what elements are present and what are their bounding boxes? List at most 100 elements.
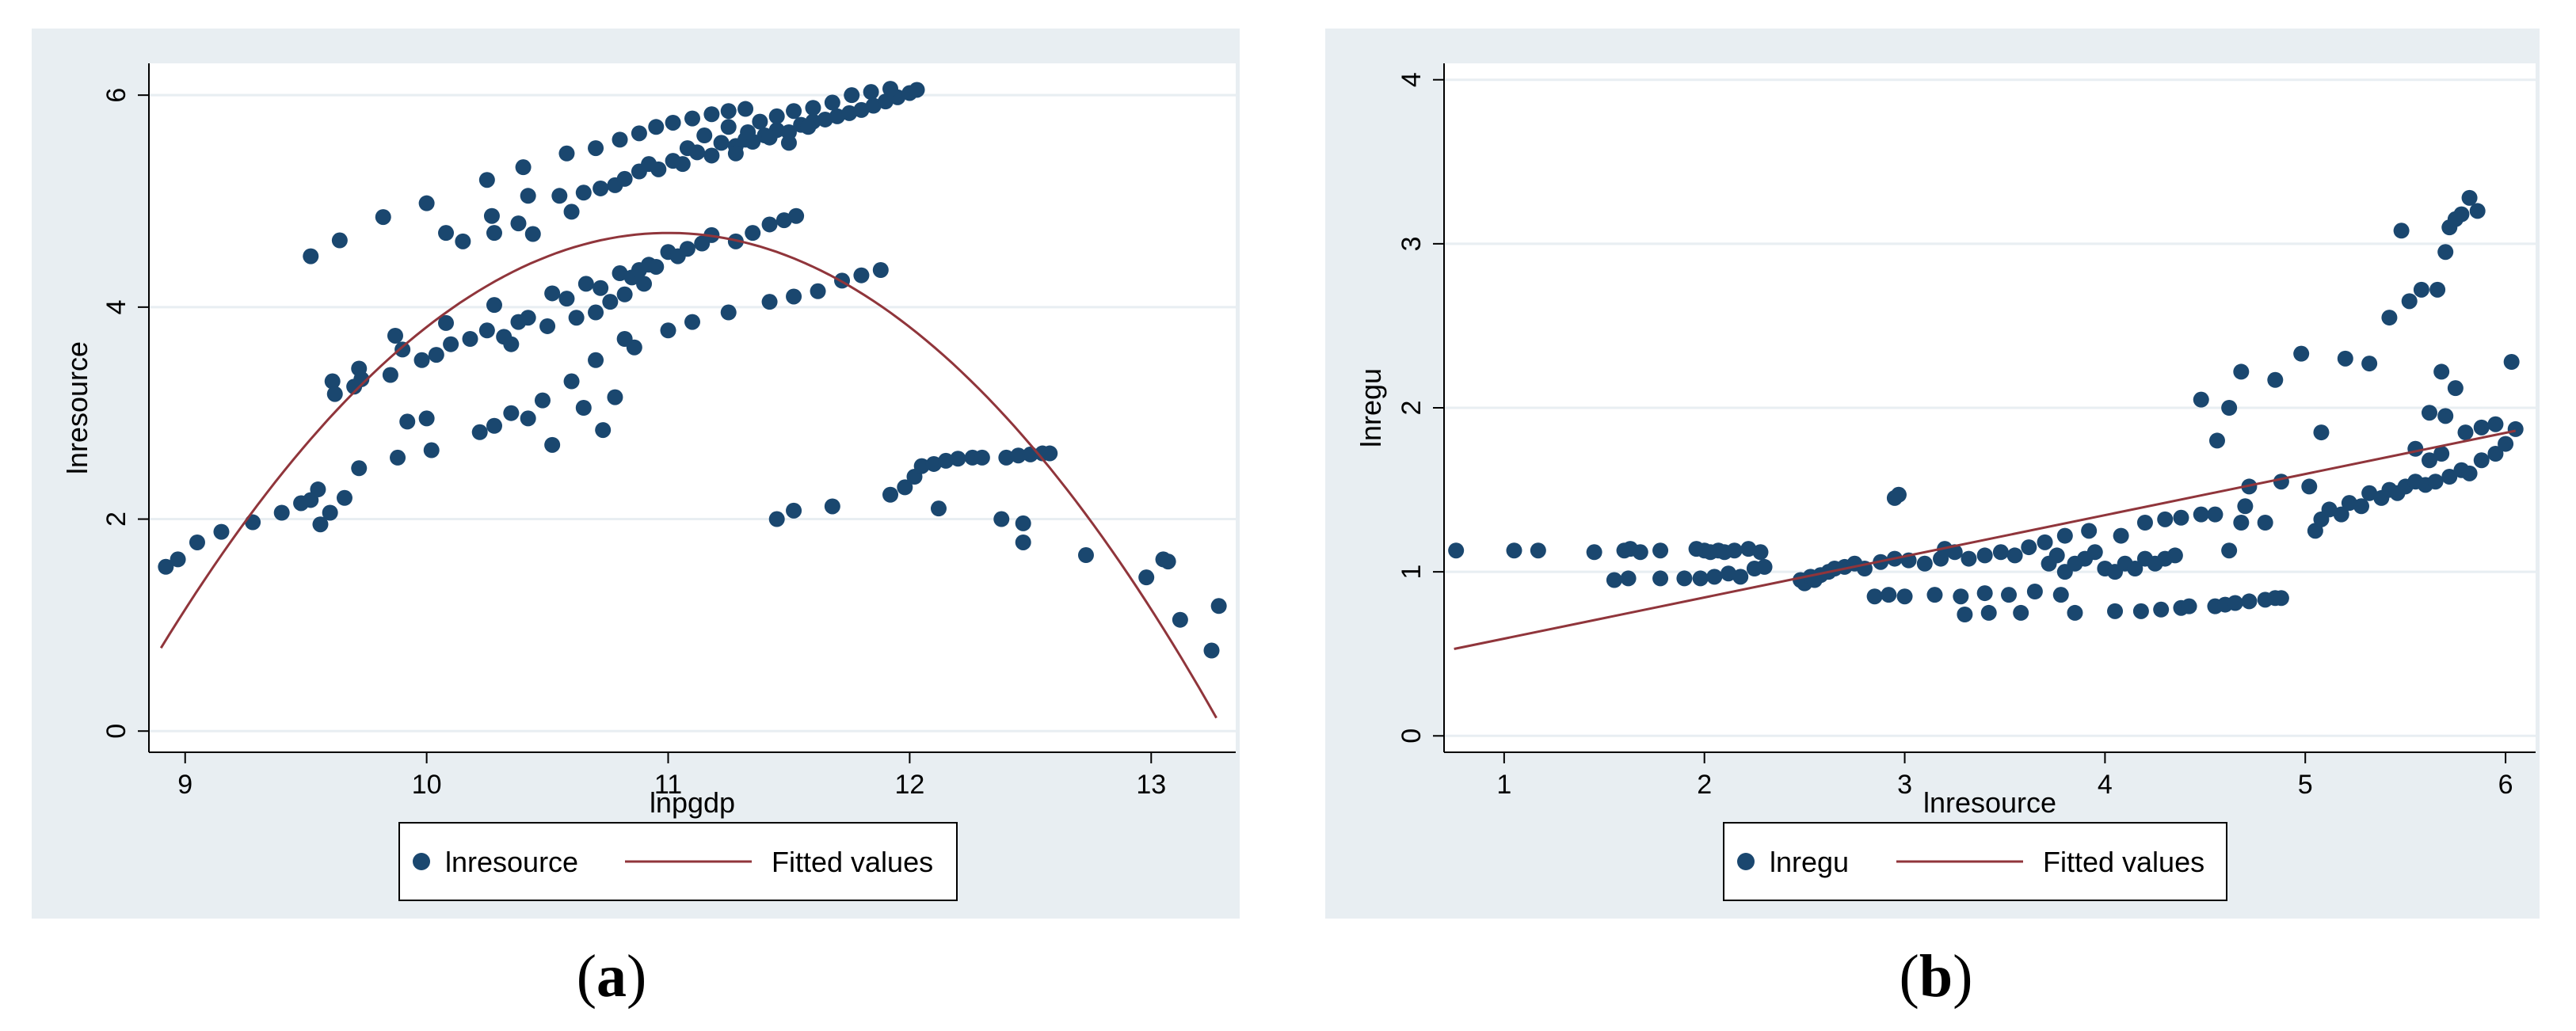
data-point — [768, 511, 785, 527]
data-point — [684, 314, 700, 330]
data-point — [2006, 547, 2023, 564]
data-point — [2127, 561, 2143, 576]
data-point — [607, 389, 623, 405]
data-point — [351, 460, 368, 477]
data-point — [817, 111, 833, 127]
data-point — [865, 97, 882, 114]
data-point — [2037, 534, 2053, 550]
data-point — [486, 417, 502, 434]
data-point — [950, 451, 966, 467]
legend-label-points: lnregu — [1770, 846, 1849, 878]
data-point — [353, 371, 370, 387]
y-tick-label: 0 — [1397, 729, 1427, 744]
data-point — [2321, 501, 2338, 518]
data-point — [2429, 281, 2446, 298]
y-tick-label: 4 — [101, 299, 131, 314]
data-point — [720, 119, 737, 135]
data-point — [844, 87, 860, 104]
data-point — [616, 286, 633, 302]
data-point — [2086, 544, 2103, 561]
data-point — [2221, 400, 2238, 416]
data-point — [2021, 539, 2037, 556]
data-point — [1926, 587, 1943, 603]
data-point — [303, 248, 319, 264]
data-point — [636, 276, 653, 292]
data-point — [2166, 547, 2183, 564]
data-point — [1015, 534, 1031, 550]
caption-a-letter: a — [596, 943, 627, 1010]
data-point — [390, 449, 406, 466]
data-point — [2233, 515, 2250, 531]
data-point — [974, 449, 990, 466]
data-point — [2113, 527, 2129, 544]
data-point — [2207, 506, 2224, 523]
data-point — [503, 336, 520, 352]
data-point — [443, 336, 459, 352]
data-point — [331, 232, 348, 249]
data-point — [761, 294, 778, 310]
data-point — [2273, 590, 2289, 607]
data-point — [768, 108, 785, 124]
data-point — [515, 159, 532, 176]
data-point — [551, 188, 568, 204]
data-point — [882, 81, 899, 97]
data-point — [1138, 569, 1155, 586]
data-point — [2273, 474, 2289, 490]
plot-area — [149, 63, 1236, 752]
data-point — [486, 225, 502, 242]
data-point — [520, 188, 536, 204]
data-point — [2157, 511, 2174, 527]
data-point — [752, 113, 768, 130]
data-point — [810, 283, 826, 299]
legend-label-fit: Fitted values — [772, 846, 933, 878]
data-point — [2026, 584, 2043, 599]
data-point — [558, 291, 575, 307]
caption-a-close: ) — [627, 943, 647, 1010]
x-tick-label: 13 — [1136, 770, 1166, 800]
data-point — [418, 195, 435, 211]
data-point — [2381, 310, 2398, 326]
data-point — [853, 267, 870, 283]
data-point — [312, 516, 329, 533]
data-point — [423, 442, 440, 458]
data-point — [375, 209, 391, 226]
data-point — [786, 103, 802, 120]
data-point — [418, 410, 435, 427]
data-point — [1010, 447, 1027, 464]
data-point — [616, 170, 633, 187]
data-point — [520, 410, 536, 427]
data-point — [872, 262, 889, 278]
data-point — [471, 424, 488, 440]
data-point — [2427, 474, 2444, 490]
data-point — [486, 297, 502, 314]
data-point — [2461, 189, 2478, 206]
fitted-line — [159, 231, 1218, 719]
data-point — [1953, 588, 1969, 605]
data-point — [520, 310, 536, 326]
data-point — [2341, 495, 2357, 512]
legend-marker-icon — [413, 853, 430, 870]
data-point — [1676, 570, 1693, 587]
x-tick-label: 9 — [177, 770, 192, 800]
data-point — [2361, 485, 2378, 501]
data-point — [1448, 542, 1465, 559]
data-point — [679, 241, 695, 257]
data-point — [593, 180, 609, 196]
data-point — [438, 314, 455, 331]
data-point — [938, 452, 955, 469]
data-point — [577, 276, 594, 292]
data-point — [2237, 498, 2254, 515]
chart-b-panel: 0 1 2 3 4 1 2 3 4 5 6 lnresource lnregu lnregu Fitted … — [1325, 29, 2540, 919]
data-point — [1652, 570, 1669, 587]
data-point — [310, 481, 326, 498]
data-point — [588, 304, 604, 321]
data-point — [2353, 498, 2370, 515]
x-tick-label: 10 — [412, 770, 442, 800]
data-point — [998, 449, 1015, 466]
data-point — [824, 498, 840, 515]
data-point — [1721, 565, 1737, 582]
data-point — [631, 125, 647, 142]
data-point — [1077, 547, 1094, 564]
data-point — [438, 225, 455, 242]
data-point — [2421, 452, 2437, 469]
